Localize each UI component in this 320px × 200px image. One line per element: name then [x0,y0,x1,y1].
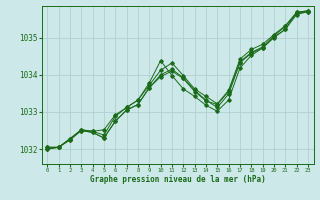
X-axis label: Graphe pression niveau de la mer (hPa): Graphe pression niveau de la mer (hPa) [90,175,266,184]
